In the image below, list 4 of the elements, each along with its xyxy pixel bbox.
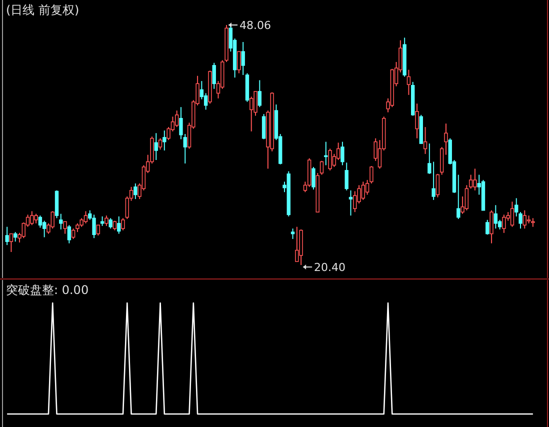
annotation: 20.40 bbox=[314, 261, 346, 274]
chart-title: (日线 前复权) bbox=[6, 3, 80, 17]
annotation: 48.06 bbox=[240, 19, 272, 32]
chart-title: 突破盘整: 0.00 bbox=[6, 283, 89, 297]
